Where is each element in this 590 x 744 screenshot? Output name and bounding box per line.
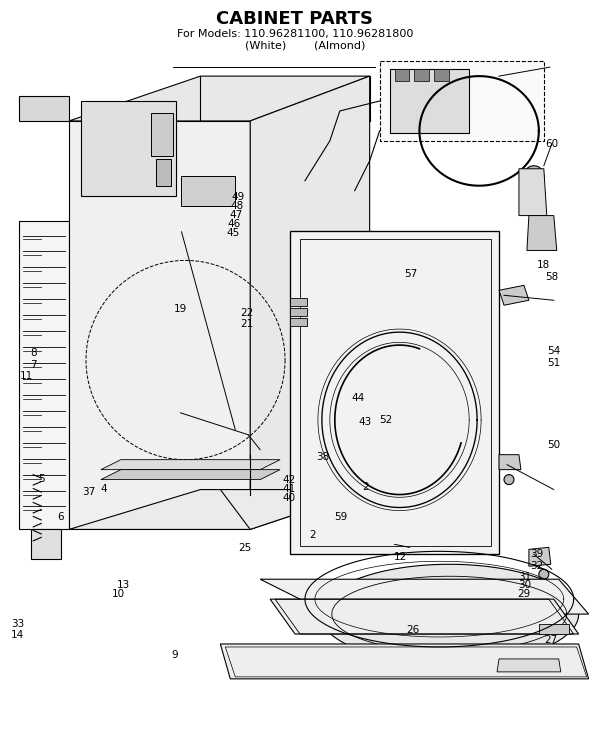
- Text: 13: 13: [117, 580, 130, 591]
- Polygon shape: [19, 220, 69, 530]
- Polygon shape: [434, 69, 449, 81]
- Text: 21: 21: [240, 319, 254, 329]
- Polygon shape: [69, 76, 370, 121]
- Polygon shape: [107, 145, 115, 153]
- Polygon shape: [220, 644, 589, 679]
- Polygon shape: [499, 286, 529, 305]
- Polygon shape: [81, 101, 176, 196]
- Polygon shape: [101, 469, 280, 480]
- Text: 47: 47: [229, 210, 242, 220]
- Text: CABINET PARTS: CABINET PARTS: [217, 10, 373, 28]
- Text: 18: 18: [537, 260, 550, 269]
- Text: 41: 41: [283, 484, 296, 494]
- Text: 2: 2: [362, 482, 369, 492]
- Polygon shape: [408, 79, 451, 123]
- Text: 19: 19: [174, 304, 187, 314]
- Text: 38: 38: [317, 452, 330, 462]
- Polygon shape: [69, 121, 250, 530]
- Polygon shape: [181, 176, 235, 205]
- Polygon shape: [69, 490, 370, 530]
- Text: 14: 14: [11, 630, 24, 640]
- Text: 32: 32: [530, 561, 543, 571]
- Text: 44: 44: [352, 393, 365, 403]
- Text: 26: 26: [406, 625, 419, 635]
- Polygon shape: [395, 69, 409, 81]
- Polygon shape: [290, 308, 307, 316]
- Polygon shape: [414, 69, 430, 81]
- Polygon shape: [250, 76, 370, 530]
- Polygon shape: [504, 475, 514, 484]
- Text: For Models: 110.96281100, 110.96281800: For Models: 110.96281100, 110.96281800: [177, 29, 413, 39]
- Polygon shape: [103, 161, 119, 177]
- Text: 60: 60: [546, 138, 559, 149]
- Polygon shape: [539, 624, 569, 634]
- Text: 37: 37: [81, 487, 95, 497]
- Text: 57: 57: [405, 269, 418, 279]
- Polygon shape: [497, 659, 560, 672]
- Text: 33: 33: [11, 619, 24, 629]
- Text: 9: 9: [171, 650, 178, 660]
- Text: 49: 49: [231, 192, 245, 202]
- Text: 22: 22: [240, 308, 254, 318]
- Text: 4: 4: [101, 484, 107, 494]
- Text: 46: 46: [228, 219, 241, 228]
- Text: 25: 25: [238, 543, 252, 554]
- Text: 27: 27: [544, 635, 557, 645]
- Text: 52: 52: [379, 415, 392, 425]
- Text: 2: 2: [309, 530, 316, 540]
- Text: 59: 59: [334, 512, 348, 522]
- Polygon shape: [524, 166, 544, 186]
- Text: 7: 7: [30, 359, 37, 370]
- Polygon shape: [103, 141, 119, 157]
- Polygon shape: [417, 89, 441, 113]
- Polygon shape: [290, 298, 307, 307]
- Polygon shape: [539, 569, 549, 580]
- Polygon shape: [379, 61, 544, 141]
- Text: 29: 29: [517, 589, 530, 600]
- Polygon shape: [107, 164, 115, 173]
- Polygon shape: [260, 580, 589, 614]
- Text: 42: 42: [283, 475, 296, 485]
- Text: 39: 39: [530, 548, 543, 559]
- Polygon shape: [527, 216, 557, 251]
- Polygon shape: [290, 318, 307, 326]
- Text: 12: 12: [394, 552, 407, 562]
- Polygon shape: [101, 460, 280, 469]
- Polygon shape: [519, 169, 547, 216]
- Polygon shape: [107, 122, 115, 130]
- Polygon shape: [320, 564, 579, 664]
- Text: 48: 48: [230, 201, 244, 211]
- Text: 6: 6: [57, 512, 63, 522]
- Polygon shape: [310, 320, 489, 519]
- Text: (Almond): (Almond): [314, 40, 365, 51]
- Polygon shape: [529, 548, 551, 566]
- Text: 10: 10: [112, 589, 126, 600]
- Polygon shape: [389, 69, 469, 133]
- Text: 8: 8: [30, 348, 37, 359]
- Polygon shape: [103, 118, 119, 134]
- Text: 40: 40: [283, 493, 296, 503]
- Text: 11: 11: [19, 371, 32, 381]
- Polygon shape: [290, 231, 499, 554]
- Text: 51: 51: [547, 358, 560, 368]
- Text: 31: 31: [519, 571, 532, 582]
- Text: 50: 50: [547, 440, 560, 449]
- Polygon shape: [156, 158, 171, 186]
- Text: (White): (White): [244, 40, 286, 51]
- Text: 30: 30: [519, 580, 532, 591]
- Polygon shape: [31, 530, 61, 559]
- Polygon shape: [19, 96, 69, 121]
- Text: 43: 43: [359, 417, 372, 427]
- Polygon shape: [270, 599, 579, 634]
- Text: 58: 58: [546, 272, 559, 282]
- Polygon shape: [499, 455, 521, 469]
- Text: 5: 5: [38, 475, 45, 484]
- Polygon shape: [150, 113, 173, 155]
- Text: 45: 45: [227, 228, 240, 237]
- Text: 54: 54: [547, 346, 560, 356]
